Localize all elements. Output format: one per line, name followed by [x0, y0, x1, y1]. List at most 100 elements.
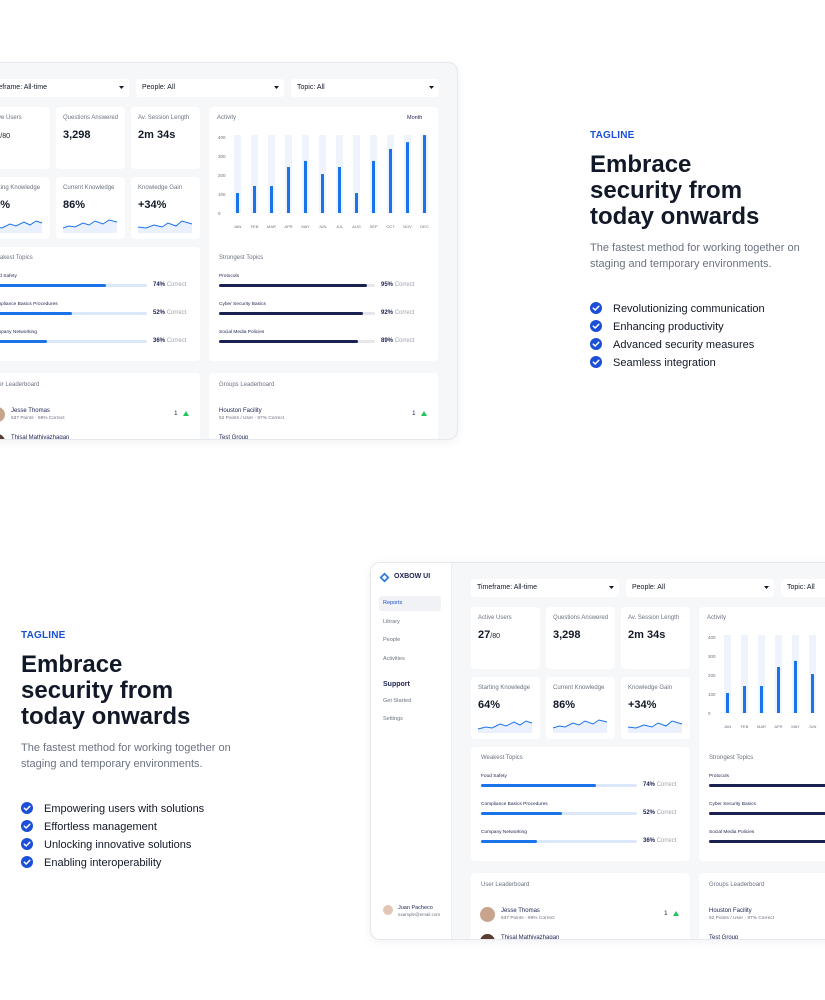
y-tick-label: 200: [708, 673, 716, 678]
filter-label: Topic: All: [297, 84, 325, 91]
nav-item[interactable]: Get Started: [383, 698, 412, 704]
chevron: [429, 86, 434, 89]
nav-item[interactable]: Activities: [383, 656, 405, 662]
stat-number: 2m 34s: [138, 129, 176, 141]
chevron-shape: [609, 586, 614, 589]
x-tick-label: OCT: [386, 224, 395, 229]
check-circle: [590, 338, 602, 350]
stat-card: Knowledge Gain +34%: [131, 177, 200, 239]
stat-label: Starting Knowledge: [478, 685, 531, 691]
x-tick-label: NOV: [403, 224, 412, 229]
row-name: Thisal Mathiyazhagan: [501, 935, 560, 940]
sparkline-line: [552, 719, 608, 729]
sparkline-area: [478, 721, 532, 733]
score-value: 52%: [153, 310, 166, 316]
check-icon: [21, 820, 33, 832]
progress-bar: [0, 284, 107, 287]
stat-value: 86%: [63, 199, 85, 211]
stat-label: Knowledge Gain: [138, 185, 183, 191]
check-circle: [21, 820, 33, 832]
logo-icon: [379, 572, 390, 583]
filter-dropdown[interactable]: People: All: [136, 79, 284, 97]
section: OXBOW UIReportsLibraryPeopleActivitiesSu…: [0, 62, 800, 440]
bar: [726, 693, 729, 713]
nav-item[interactable]: People: [383, 637, 401, 643]
triangle: [183, 411, 189, 416]
feature: Unlocking innovative solutions: [44, 839, 192, 851]
rank-up-icon: [673, 911, 679, 916]
chevron: [119, 86, 124, 89]
stat-value: +34%: [628, 699, 656, 711]
nav-item[interactable]: Settings: [383, 716, 403, 722]
card-title: Groups Leaderboard: [219, 382, 275, 388]
check-icon: [590, 338, 602, 350]
filter-dropdown[interactable]: Timeframe: All-time: [471, 579, 619, 597]
dashboard: OXBOW UI Reports Library People Activities Su…: [370, 562, 825, 940]
sparkline-line: [627, 720, 683, 729]
nav-heading: Support: [383, 681, 410, 688]
x-tick-label: MAR: [267, 224, 276, 229]
topic-name: Compliance Basics Procedures: [481, 802, 548, 807]
filter-label: People: All: [632, 584, 666, 591]
check-mark: [23, 841, 31, 848]
x-tick-label: JUN: [319, 224, 327, 229]
feature: Effortless management: [44, 821, 157, 833]
filter-dropdown[interactable]: Topic: All: [781, 579, 825, 597]
sparkline-area: [63, 220, 117, 233]
nav-item[interactable]: Library: [383, 619, 400, 625]
period-select[interactable]: Month: [407, 115, 423, 121]
score-value: 36%: [153, 338, 166, 344]
progress-track: [481, 840, 637, 843]
y-tick-label: 100: [218, 192, 226, 197]
progress-track: [0, 340, 147, 343]
stat-card: Starting Knowledge 64%: [0, 177, 50, 239]
triangle: [421, 411, 427, 416]
chevron-shape: [119, 86, 124, 89]
topics-card: Weakest Topics Food Safety 74% Correct Comp…: [0, 247, 200, 361]
stat-label: Active Users: [478, 615, 512, 621]
stat-label: Av. Session Length: [628, 615, 680, 621]
rank-up-icon: [421, 411, 427, 416]
activity-chart: 0100200300400JANFEBMARAPRMAYJUNJULAUGSEP…: [708, 635, 816, 729]
row-detail: 52 Points / User · 97% Correct: [219, 416, 285, 421]
topic-name: Protocols: [219, 274, 239, 279]
topic-name: Protocols: [709, 774, 729, 779]
progress-bar: [219, 312, 363, 315]
subtitle: The fastest method for working together …: [590, 242, 800, 270]
filter-label: Timeframe: All-time: [0, 84, 48, 91]
card-title: Weakest Topics: [481, 755, 523, 761]
stat-card: Questions Answered 3,298: [546, 607, 615, 669]
topic-score: 74% Correct: [153, 282, 186, 288]
score-value: 74%: [643, 782, 656, 788]
check-icon: [21, 856, 33, 868]
stat-number: 3,298: [553, 629, 581, 641]
filter-dropdown[interactable]: People: All: [626, 579, 774, 597]
bar-track: [724, 635, 731, 713]
filter-dropdown[interactable]: Timeframe: All-time: [0, 79, 129, 97]
bar: [406, 142, 409, 213]
sparkline: [552, 719, 608, 733]
card-title: User Leaderboard: [0, 382, 40, 388]
filter-dropdown[interactable]: Topic: All: [291, 79, 439, 97]
bar-track: [268, 135, 275, 213]
feature: Empowering users with solutions: [44, 803, 205, 815]
topic-score: 89% Correct: [381, 338, 414, 344]
feature: Revolutionizing communication: [613, 303, 765, 315]
stat-card: Current Knowledge 86%: [56, 177, 125, 239]
sparkline: [137, 220, 193, 233]
progress-bar: [0, 312, 73, 315]
bar: [777, 667, 780, 713]
topic-name: Social Media Policies: [219, 330, 265, 335]
x-tick-label: FEB: [251, 224, 259, 229]
check-icon: [21, 802, 33, 814]
bar-track: [234, 135, 241, 213]
stat-number: +34%: [138, 199, 167, 211]
stat-card: Current Knowledge 86%: [546, 677, 615, 739]
row-rank: 1: [174, 410, 178, 417]
bar: [794, 660, 797, 713]
sparkline: [0, 220, 43, 233]
sparkline-line: [62, 219, 118, 229]
stat-label: Questions Answered: [553, 615, 609, 621]
nav-item[interactable]: Reports: [383, 600, 403, 606]
